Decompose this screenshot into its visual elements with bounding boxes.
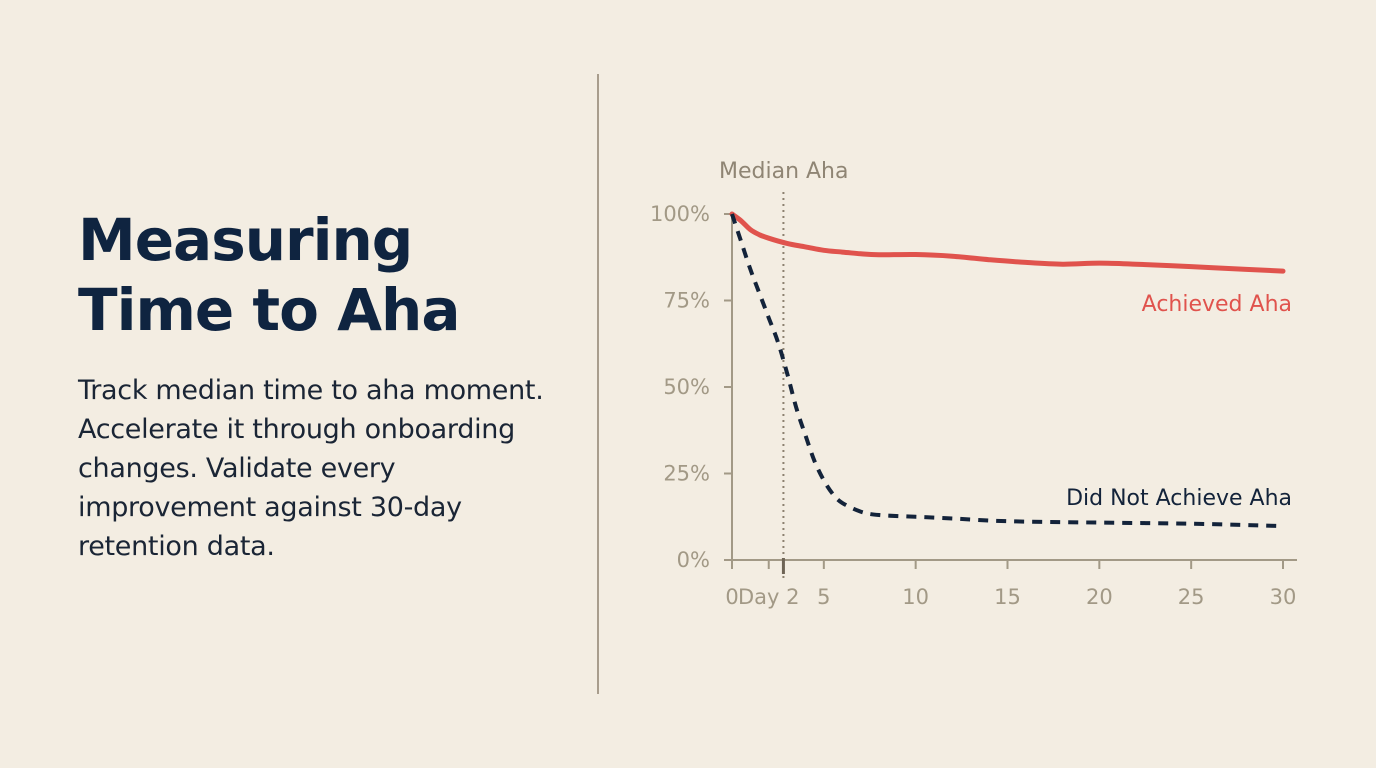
x-tick-label-0: 0: [725, 585, 738, 609]
x-tick-label-10: 10: [902, 585, 929, 609]
x-tick-label-25: 25: [1178, 585, 1205, 609]
slide-title: Measuring Time to Aha: [78, 205, 548, 345]
title-line-2: Time to Aha: [78, 276, 461, 344]
x-tick-label-20: 20: [1086, 585, 1113, 609]
median-aha-label: Median Aha: [719, 159, 849, 184]
text-panel: Measuring Time to Aha Track median time …: [78, 205, 548, 566]
slide-body: Track median time to aha moment. Acceler…: [78, 375, 544, 562]
vertical-divider: [597, 74, 599, 694]
title-line-1: Measuring: [78, 206, 413, 274]
y-tick-label-100: 100%: [650, 202, 710, 226]
achieved-aha-line: [729, 211, 1286, 274]
did-not-achieve-aha-line: [730, 213, 1284, 529]
x-tick-label-5: 5: [817, 585, 830, 609]
y-tick-label-50: 50%: [663, 375, 710, 399]
y-tick-label-75: 75%: [663, 289, 710, 313]
x-tick-label-2: Day 2: [738, 585, 800, 609]
achieved-aha-label: Achieved Aha: [1142, 292, 1292, 317]
x-tick-label-15: 15: [994, 585, 1021, 609]
y-tick-label-0: 0%: [677, 548, 710, 572]
y-tick-label-25: 25%: [663, 462, 710, 486]
did-not-achieve-aha-label: Did Not Achieve Aha: [1066, 486, 1292, 511]
x-tick-label-30: 30: [1270, 585, 1297, 609]
